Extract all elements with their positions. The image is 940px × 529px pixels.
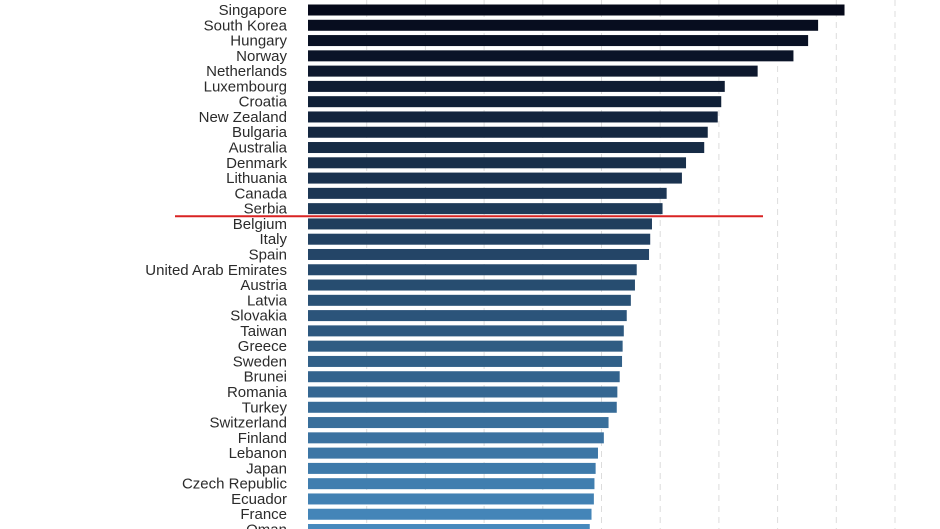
category-label: Bulgaria: [232, 124, 288, 141]
category-label: Hungary: [230, 33, 287, 50]
category-label: Romania: [227, 384, 288, 401]
category-label: Oman: [246, 522, 287, 529]
bar-norway: [308, 50, 794, 62]
bar-romania: [308, 386, 618, 398]
bar-serbia: [308, 203, 663, 215]
bar-latvia: [308, 294, 631, 306]
bar-oman: [308, 524, 590, 529]
category-label: Sweden: [233, 353, 287, 370]
bar-luxembourg: [308, 80, 725, 92]
bar-taiwan: [308, 325, 624, 337]
category-label: New Zealand: [199, 109, 287, 126]
category-label: Turkey: [242, 399, 288, 416]
category-label: Taiwan: [240, 323, 287, 340]
bar-croatia: [308, 96, 722, 108]
category-label: Lebanon: [229, 445, 287, 462]
bar-united-arab-emirates: [308, 264, 637, 276]
bars: [308, 4, 845, 529]
category-label: Norway: [236, 48, 287, 65]
bar-sweden: [308, 355, 623, 367]
bar-austria: [308, 279, 635, 291]
category-label: Denmark: [226, 155, 287, 172]
bar-canada: [308, 187, 667, 199]
bar-denmark: [308, 157, 687, 169]
category-label: France: [240, 506, 287, 523]
bar-ecuador: [308, 493, 594, 505]
category-label: Austria: [240, 277, 287, 294]
bar-south-korea: [308, 19, 819, 31]
bar-netherlands: [308, 65, 758, 77]
bar-turkey: [308, 401, 617, 413]
category-label: Japan: [246, 460, 287, 477]
bar-lithuania: [308, 172, 682, 184]
category-label: Spain: [249, 246, 287, 263]
category-label: Switzerland: [209, 415, 287, 432]
category-label: Netherlands: [206, 63, 287, 80]
bar-spain: [308, 248, 650, 260]
bar-italy: [308, 233, 651, 245]
category-label: Croatia: [239, 94, 288, 111]
category-label: Latvia: [247, 292, 288, 309]
category-label: South Korea: [204, 17, 288, 34]
bar-finland: [308, 432, 604, 444]
bar-greece: [308, 340, 623, 352]
bar-bulgaria: [308, 126, 708, 138]
bar-slovakia: [308, 310, 627, 322]
bar-japan: [308, 462, 596, 474]
category-label: Lithuania: [226, 170, 288, 187]
category-label: Luxembourg: [204, 78, 287, 95]
category-label: Finland: [238, 430, 287, 447]
category-label: Serbia: [244, 201, 288, 218]
bar-singapore: [308, 4, 845, 16]
bar-france: [308, 508, 592, 520]
category-label: Czech Republic: [182, 476, 288, 493]
category-label: Slovakia: [230, 308, 287, 325]
bar-hungary: [308, 35, 809, 47]
bar-switzerland: [308, 417, 609, 429]
category-label: Greece: [238, 338, 287, 355]
category-label: Brunei: [244, 369, 287, 386]
category-label: Canada: [234, 185, 287, 202]
bar-czech-republic: [308, 478, 595, 490]
bar-belgium: [308, 218, 652, 230]
bar-australia: [308, 142, 705, 154]
bar-lebanon: [308, 447, 598, 459]
bar-new-zealand: [308, 111, 718, 123]
category-label: Belgium: [233, 216, 287, 233]
category-label: United Arab Emirates: [145, 262, 287, 279]
bar-brunei: [308, 371, 620, 383]
category-label: Australia: [229, 140, 288, 157]
category-label: Ecuador: [231, 491, 287, 508]
category-label: Italy: [259, 231, 287, 248]
category-label: Singapore: [219, 2, 287, 19]
